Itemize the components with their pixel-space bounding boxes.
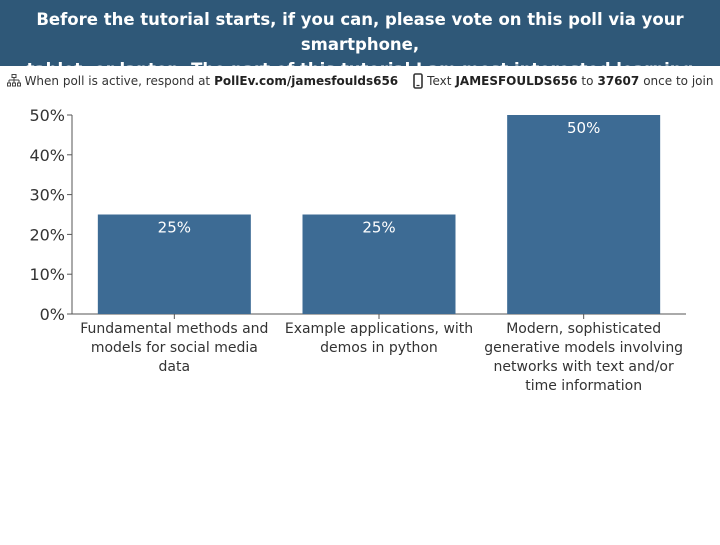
category-label-line: demos in python bbox=[320, 340, 438, 356]
bar bbox=[302, 214, 456, 314]
category-label-line: data bbox=[159, 359, 191, 375]
category-label: Modern, sophisticated generative models i… bbox=[484, 321, 683, 394]
bar-chart-svg: 0% 10% 20% 30% 40% 50% 25% Fundamental methods … bbox=[29, 106, 686, 394]
poll-results-chart: 0% 10% 20% 30% 40% 50% 25% Fundamental methods … bbox=[0, 96, 720, 540]
bar bbox=[97, 214, 251, 314]
phone-icon bbox=[413, 73, 423, 89]
text-suffix: once to join bbox=[643, 74, 714, 88]
web-instruction-text: When poll is active, respond at bbox=[24, 74, 211, 88]
category-label: Example applications, with demos in pytho… bbox=[285, 321, 473, 356]
category-label-line: generative models involving bbox=[484, 340, 683, 356]
y-tick-label: 0% bbox=[40, 305, 65, 324]
bar-value-label: 25% bbox=[362, 219, 395, 237]
text-number: 37607 bbox=[597, 74, 640, 88]
web-instructions: When poll is active, respond at PollEv.c… bbox=[6, 74, 399, 88]
y-tick-label: 30% bbox=[29, 186, 65, 205]
category-label-line: models for social media bbox=[91, 340, 258, 356]
bar-value-label: 50% bbox=[567, 119, 600, 137]
network-icon bbox=[6, 74, 21, 88]
poll-question-line-1: Before the tutorial starts, if you can, … bbox=[36, 10, 684, 54]
text-prefix: Text bbox=[427, 74, 452, 88]
bar bbox=[507, 115, 661, 314]
y-tick-label: 40% bbox=[29, 146, 65, 165]
poll-question-header: Before the tutorial starts, if you can, … bbox=[0, 0, 720, 104]
response-instructions: When poll is active, respond at PollEv.c… bbox=[0, 66, 720, 96]
category-label-line: Modern, sophisticated bbox=[506, 321, 661, 337]
poll-url[interactable]: PollEv.com/jamesfoulds656 bbox=[214, 74, 399, 88]
category-label-line: networks with text and/or bbox=[494, 359, 674, 375]
y-tick-label: 20% bbox=[29, 225, 65, 244]
text-to: to bbox=[581, 74, 594, 88]
bar-value-label: 25% bbox=[158, 219, 191, 237]
category-label-line: Fundamental methods and bbox=[80, 321, 268, 337]
text-code: JAMESFOULDS656 bbox=[455, 74, 578, 88]
y-tick-label: 50% bbox=[29, 106, 65, 125]
category-label: Fundamental methods and models for social… bbox=[80, 321, 268, 375]
y-tick-label: 10% bbox=[29, 265, 65, 284]
category-label-line: Example applications, with bbox=[285, 321, 473, 337]
category-label-line: time information bbox=[525, 378, 642, 394]
text-instructions: Text JAMESFOULDS656 to 37607 once to joi… bbox=[413, 73, 713, 89]
